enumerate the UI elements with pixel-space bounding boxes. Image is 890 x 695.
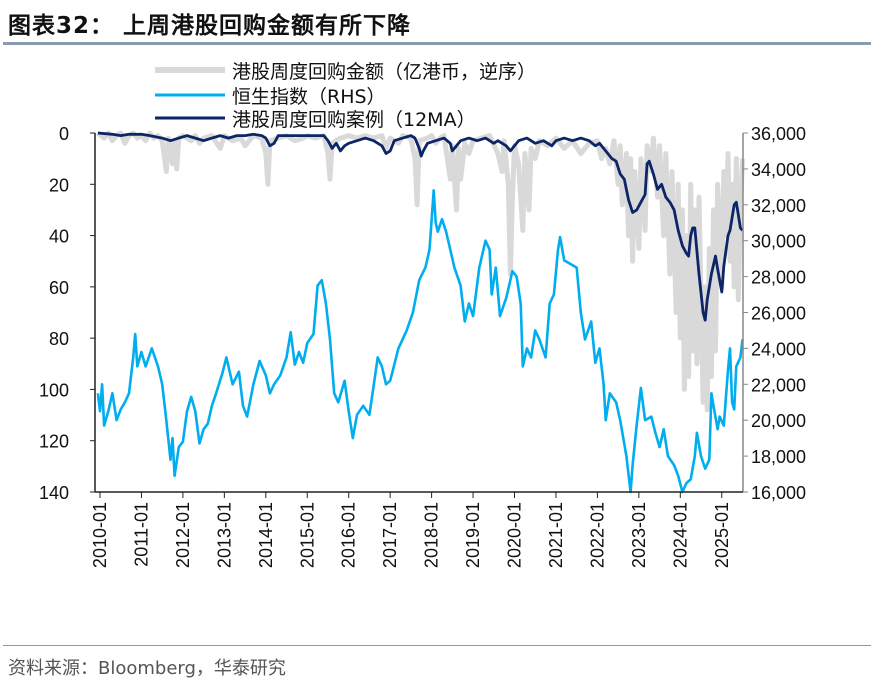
x-tick-label: 2019-01 [463, 502, 483, 568]
x-tick-label: 2017-01 [380, 502, 400, 568]
left-tick-label: 140 [39, 483, 69, 503]
x-tick-label: 2025-01 [712, 502, 732, 568]
right-tick-label: 22,000 [751, 375, 806, 395]
x-tick-label: 2015-01 [297, 502, 317, 568]
x-tick-label: 2014-01 [256, 502, 276, 568]
left-tick-label: 100 [39, 380, 69, 400]
ma-series-line [97, 131, 744, 322]
legend-label-ma: 港股周度回购案例（12MA） [232, 109, 476, 131]
hsi-series-line [96, 189, 744, 494]
x-tick-label: 2013-01 [214, 502, 234, 568]
right-tick-label: 32,000 [751, 196, 806, 216]
source-note: 资料来源：Bloomberg，华泰研究 [8, 658, 286, 679]
left-tick-label: 60 [49, 278, 69, 298]
right-tick-label: 18,000 [751, 447, 806, 467]
left-tick-label: 40 [49, 227, 69, 247]
right-tick-label: 26,000 [751, 304, 806, 324]
legend: 港股周度回购金额（亿港币，逆序） 恒生指数（RHS） 港股周度回购案例（12MA… [155, 61, 536, 131]
right-tick-label: 24,000 [751, 339, 806, 359]
x-tick-label: 2018-01 [422, 502, 442, 568]
x-tick-label: 2021-01 [546, 502, 566, 568]
left-tick-label: 120 [39, 432, 69, 452]
legend-label-buyback: 港股周度回购金额（亿港币，逆序） [232, 61, 536, 83]
x-tick-label: 2010-01 [90, 502, 110, 568]
right-tick-label: 20,000 [751, 411, 806, 431]
left-tick-label: 20 [49, 175, 69, 195]
right-tick-label: 36,000 [751, 124, 806, 144]
right-tick-label: 28,000 [751, 268, 806, 288]
title-rule [3, 42, 871, 45]
x-tick-label: 2012-01 [173, 502, 193, 568]
x-tick-label: 2024-01 [670, 502, 690, 568]
right-tick-label: 34,000 [751, 160, 806, 180]
x-tick-label: 2023-01 [629, 502, 649, 568]
x-tick-label: 2020-01 [505, 502, 525, 568]
x-tick-label: 2016-01 [339, 502, 359, 568]
right-tick-label: 30,000 [751, 232, 806, 252]
buyback-series-line [96, 130, 745, 413]
figure-title: 图表32： 上周港股回购金额有所下降 [8, 13, 412, 39]
right-tick-label: 16,000 [751, 483, 806, 503]
left-tick-label: 80 [49, 329, 69, 349]
x-tick-label: 2022-01 [587, 502, 607, 568]
left-tick-label: 0 [59, 124, 69, 144]
legend-label-hsi: 恒生指数（RHS） [232, 86, 386, 108]
x-tick-label: 2011-01 [131, 502, 151, 567]
source-rule [3, 645, 871, 646]
